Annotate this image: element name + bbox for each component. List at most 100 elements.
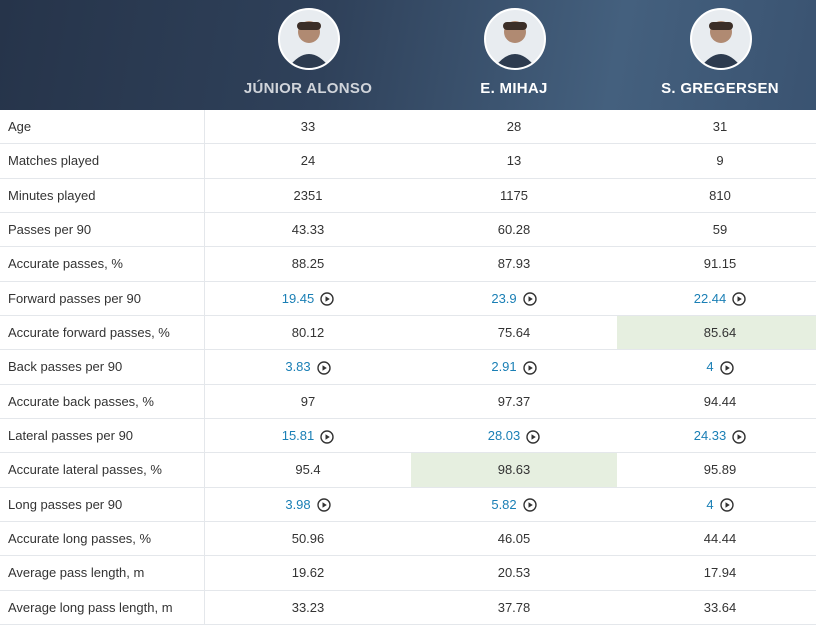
value-text: 22.44 — [693, 290, 727, 306]
stat-value: 24 — [205, 144, 411, 177]
stat-label: Average long pass length, m — [0, 590, 205, 624]
stat-value: 17.94 — [617, 556, 816, 589]
stat-value: 94.44 — [617, 385, 816, 418]
play-icon[interactable] — [522, 498, 537, 512]
stat-value[interactable]: 19.45 — [205, 282, 411, 315]
play-icon[interactable] — [316, 361, 331, 375]
stat-row: Lateral passes per 90 15.81 28.03 24.33 — [0, 418, 816, 454]
stat-value: 95.4 — [205, 453, 411, 486]
player-header[interactable]: JÚNIOR ALONSO — [205, 0, 411, 110]
value-text: 810 — [709, 187, 731, 203]
stat-value: 60.28 — [411, 213, 617, 246]
stat-value[interactable]: 5.82 — [411, 488, 617, 521]
stat-value: 810 — [617, 179, 816, 212]
player-header[interactable]: E. MIHAJ — [411, 0, 617, 110]
stat-value: 91.15 — [617, 247, 816, 280]
stat-label: Long passes per 90 — [0, 487, 205, 521]
stat-value: 37.78 — [411, 591, 617, 624]
value-text: 4 — [706, 359, 714, 375]
stat-value[interactable]: 2.91 — [411, 350, 617, 383]
player-header[interactable]: S. GREGERSEN — [617, 0, 816, 110]
play-icon[interactable] — [732, 292, 746, 306]
play-icon[interactable] — [320, 292, 334, 306]
stat-value: 97.37 — [411, 385, 617, 418]
player-name: E. MIHAJ — [480, 80, 548, 97]
value-text: 28.03 — [487, 427, 521, 443]
play-icon[interactable] — [522, 292, 537, 306]
play-icon[interactable] — [316, 498, 331, 512]
stat-row: Minutes played 2351 1175 810 — [0, 178, 816, 213]
value-text: 33.64 — [703, 599, 737, 615]
stat-label: Accurate lateral passes, % — [0, 453, 205, 487]
stat-row: Back passes per 90 3.83 2.91 4 — [0, 350, 816, 385]
stat-value: 95.89 — [617, 453, 816, 486]
stat-value[interactable]: 28.03 — [411, 419, 617, 452]
value-text: 33.23 — [291, 599, 325, 615]
stat-row: Accurate back passes, % 97 97.37 94.44 — [0, 384, 816, 419]
stat-value[interactable]: 24.33 — [617, 419, 816, 452]
value-text: 31 — [712, 119, 728, 134]
stat-value: 50.96 — [205, 522, 411, 555]
player-avatar — [484, 8, 546, 70]
stat-value: 44.44 — [617, 522, 816, 555]
value-text: 24 — [300, 153, 316, 169]
player-name: JÚNIOR ALONSO — [243, 80, 373, 97]
stat-value: 88.25 — [205, 247, 411, 280]
stat-label: Accurate passes, % — [0, 247, 205, 281]
value-text: 4 — [706, 496, 714, 512]
value-text: 50.96 — [291, 530, 325, 546]
value-text: 3.98 — [285, 496, 311, 512]
stat-label: Forward passes per 90 — [0, 281, 205, 315]
value-text: 95.89 — [703, 462, 737, 478]
stat-value: 2351 — [205, 179, 411, 212]
stat-value[interactable]: 3.98 — [205, 488, 411, 521]
stat-value[interactable]: 23.9 — [411, 282, 617, 315]
value-text: 97.37 — [497, 393, 531, 409]
play-icon[interactable] — [320, 429, 334, 444]
value-text: 75.64 — [497, 324, 531, 340]
stat-value[interactable]: 22.44 — [617, 282, 816, 315]
stat-value: 1175 — [411, 179, 617, 212]
stat-label: Back passes per 90 — [0, 350, 205, 384]
value-text: 97 — [300, 393, 316, 409]
stat-row: Matches played 24 13 9 — [0, 144, 816, 179]
stat-value: 33.64 — [617, 591, 816, 624]
stat-value[interactable]: 15.81 — [205, 419, 411, 452]
stat-row: Accurate forward passes, % 80.12 75.64 85.6… — [0, 315, 816, 351]
player-avatar — [690, 8, 752, 70]
value-text: 91.15 — [703, 256, 737, 272]
stat-row: Passes per 90 43.33 60.28 59 — [0, 212, 816, 248]
stat-value: 43.33 — [205, 213, 411, 246]
stat-label: Lateral passes per 90 — [0, 418, 205, 453]
stat-label: Matches played — [0, 144, 205, 178]
stat-value[interactable]: 4 — [617, 488, 816, 521]
stat-label: Average pass length, m — [0, 556, 205, 590]
value-text: 44.44 — [703, 530, 737, 546]
stat-value: 33.23 — [205, 591, 411, 624]
stat-label: Passes per 90 — [0, 212, 205, 247]
value-text: 88.25 — [291, 256, 325, 272]
stat-value: 31 — [617, 110, 816, 143]
value-text: 28 — [506, 119, 522, 134]
value-text: 80.12 — [291, 324, 325, 340]
avatar-icon — [288, 21, 330, 68]
value-text: 20.53 — [497, 565, 531, 581]
stat-value[interactable]: 4 — [617, 350, 816, 383]
play-icon[interactable] — [719, 498, 734, 512]
stat-value[interactable]: 3.83 — [205, 350, 411, 383]
player-avatar — [278, 8, 340, 70]
value-text: 37.78 — [497, 599, 531, 615]
play-icon[interactable] — [526, 429, 540, 444]
value-text: 15.81 — [281, 427, 315, 443]
play-icon[interactable] — [522, 361, 537, 375]
stat-value: 20.53 — [411, 556, 617, 589]
play-icon[interactable] — [719, 361, 734, 375]
player-name: S. GREGERSEN — [661, 80, 779, 97]
stat-row: Age 33 28 31 — [0, 110, 816, 145]
value-text: 24.33 — [693, 427, 727, 443]
value-text: 85.64 — [703, 324, 737, 340]
value-text: 19.45 — [281, 290, 315, 306]
stat-row: Accurate passes, % 88.25 87.93 91.15 — [0, 247, 816, 282]
play-icon[interactable] — [732, 429, 746, 444]
